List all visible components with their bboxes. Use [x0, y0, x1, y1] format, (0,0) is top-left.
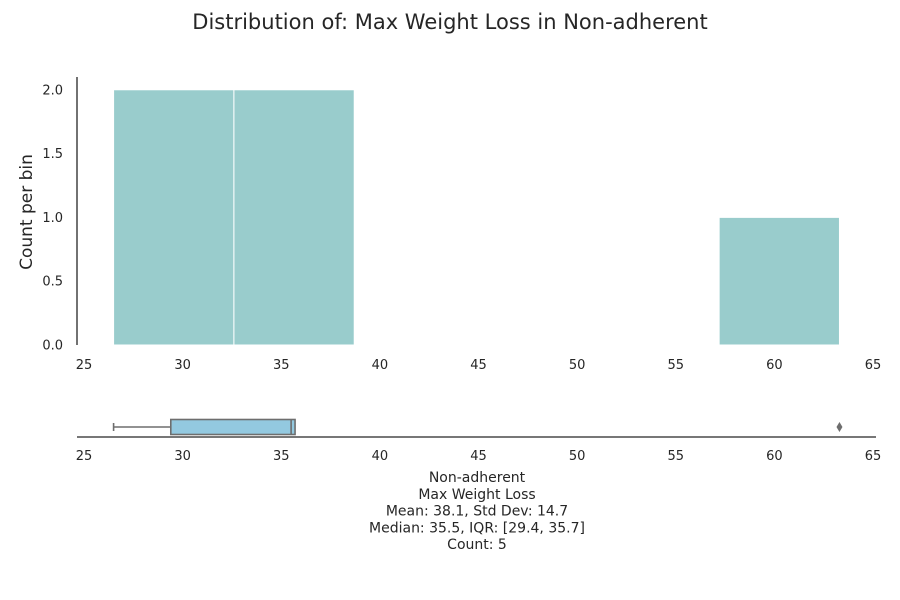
chart-title: Distribution of: Max Weight Loss in Non-… — [192, 10, 707, 34]
box-iqr — [169, 418, 296, 436]
x-tick-label: 60 — [766, 358, 783, 373]
box-x-tick-label: 65 — [865, 449, 882, 464]
stats-line: Mean: 38.1, Std Dev: 14.7 — [386, 504, 568, 520]
stats-line: Max Weight Loss — [418, 487, 535, 503]
y-tick-label: 1.5 — [42, 147, 63, 162]
y-axis-label: Count per bin — [17, 154, 37, 270]
box-x-tick-label: 25 — [76, 449, 93, 464]
x-tick-label: 30 — [174, 358, 191, 373]
histogram-bar-1 — [233, 89, 355, 346]
histogram-panel: Count per bin 0.0 0.5 1.0 1.5 2.0 25 30 35 40 45 5… — [17, 77, 881, 373]
box-x-tick-label: 50 — [569, 449, 586, 464]
box-x-tick-label: 35 — [273, 449, 290, 464]
box-x-tick-label: 30 — [174, 449, 191, 464]
x-tick-label: 25 — [76, 358, 93, 373]
x-tick-label: 65 — [865, 358, 882, 373]
x-tick-label: 40 — [372, 358, 389, 373]
histogram-bar-2 — [718, 216, 840, 346]
stats-line: Median: 35.5, IQR: [29.4, 35.7] — [369, 520, 585, 536]
x-tick-label: 50 — [569, 358, 586, 373]
x-tick-label: 35 — [273, 358, 290, 373]
y-tick-label: 0.0 — [42, 339, 63, 354]
stats-line: Count: 5 — [447, 537, 507, 553]
box-x-tick-label: 45 — [470, 449, 487, 464]
histogram-bar-0 — [113, 89, 235, 346]
y-tick-label: 1.0 — [42, 211, 63, 226]
y-tick-label: 0.5 — [42, 275, 63, 290]
x-tick-label: 55 — [667, 358, 684, 373]
box-x-tick-label: 60 — [766, 449, 783, 464]
stats-line: Non-adherent — [429, 470, 526, 486]
box-outlier-0 — [836, 422, 843, 432]
box-x-tick-label: 55 — [667, 449, 684, 464]
x-tick-label: 45 — [470, 358, 487, 373]
y-tick-label: 2.0 — [42, 83, 63, 98]
boxplot-panel: 25 30 35 40 45 50 55 60 65 — [76, 418, 882, 464]
box-x-tick-label: 40 — [372, 449, 389, 464]
